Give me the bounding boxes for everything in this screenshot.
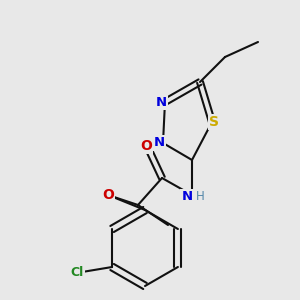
Text: N: N — [153, 136, 165, 149]
Text: O: O — [140, 139, 152, 153]
Text: N: N — [155, 95, 167, 109]
Text: Cl: Cl — [70, 266, 84, 278]
Text: O: O — [102, 188, 114, 202]
Text: H: H — [196, 190, 204, 203]
Text: S: S — [209, 115, 219, 129]
Text: N: N — [182, 190, 193, 203]
